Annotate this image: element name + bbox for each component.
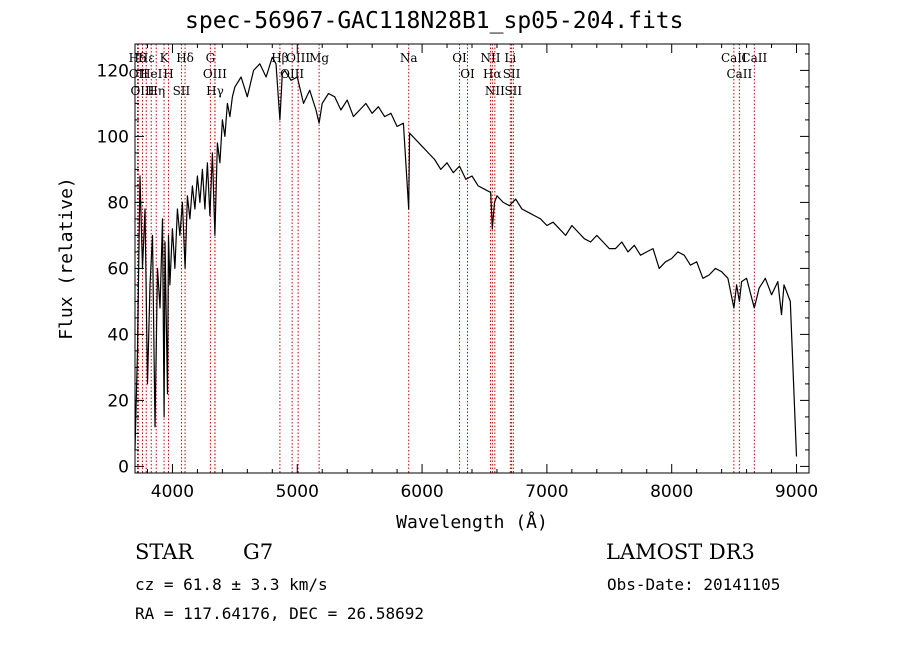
line-label: OIII (280, 67, 304, 81)
line-label: Hβ (271, 51, 288, 65)
line-label: H (163, 67, 173, 81)
line-label: SII (504, 84, 522, 98)
coordinates: RA = 117.64176, DEC = 26.58692 (135, 604, 424, 623)
y-tick-label: 60 (107, 259, 129, 279)
line-label: HeI (140, 67, 163, 81)
line-label: OIII (203, 67, 227, 81)
object-subclass: G7 (243, 540, 274, 564)
x-tick-label: 4000 (151, 482, 194, 502)
spectrum-series-line (134, 56, 798, 457)
line-label: CaII (741, 51, 767, 65)
line-label: OII (129, 67, 149, 81)
line-label: SII (503, 67, 521, 81)
line-label: CaII (726, 67, 752, 81)
axes: 4000 5000 6000 7000 8000 9000 0 20 40 60 80 100 120 W… (56, 44, 818, 533)
line-label: Mg (309, 51, 329, 65)
line-label: NII (485, 84, 505, 98)
line-label: OIII (286, 51, 310, 65)
line-label: Na (400, 51, 418, 65)
x-tick-label: 5000 (276, 482, 319, 502)
y-axis-label: Flux (relative) (56, 177, 77, 340)
survey-name: LAMOST DR3 (606, 540, 755, 564)
line-label: SII (173, 84, 191, 98)
y-tick-label: 20 (107, 391, 129, 411)
plot-frame (134, 43, 810, 474)
line-label: OI (460, 67, 475, 81)
line-label: OI (452, 51, 467, 65)
y-tick-label: 0 (118, 457, 129, 477)
line-label: Hε (138, 51, 155, 65)
x-tick-label: 7000 (525, 482, 568, 502)
obs-date: Obs-Date: 20141105 (607, 575, 781, 594)
spectrum-line-group (134, 56, 798, 457)
x-tick-label: 9000 (775, 482, 818, 502)
y-tick-label: 120 (97, 61, 129, 81)
x-tick-label: 8000 (650, 482, 693, 502)
line-label: K (160, 51, 170, 65)
line-label: NII (480, 51, 500, 65)
line-label: Hδ (129, 51, 147, 65)
y-tick-label: 80 (107, 193, 129, 213)
line-label: Hα (483, 67, 502, 81)
line-label: Hδ (176, 51, 194, 65)
x-axis-label: Wavelength (Å) (396, 511, 548, 533)
object-class: STAR (135, 540, 194, 564)
line-label: Hη (147, 84, 165, 98)
y-tick-label: 40 (107, 325, 129, 345)
velocity-readout: cz = 61.8 ± 3.3 km/s (135, 575, 328, 594)
line-label: G (206, 51, 216, 65)
figure-title: spec-56967-GAC118N28B1_sp05-204.fits (185, 8, 684, 34)
line-markers (136, 44, 755, 473)
line-label: Li (504, 51, 516, 65)
y-tick-label: 100 (97, 127, 129, 147)
line-label: Hγ (206, 84, 224, 98)
line-label: CaII (721, 51, 747, 65)
x-tick-label: 6000 (400, 482, 443, 502)
line-label: OIII (130, 84, 154, 98)
